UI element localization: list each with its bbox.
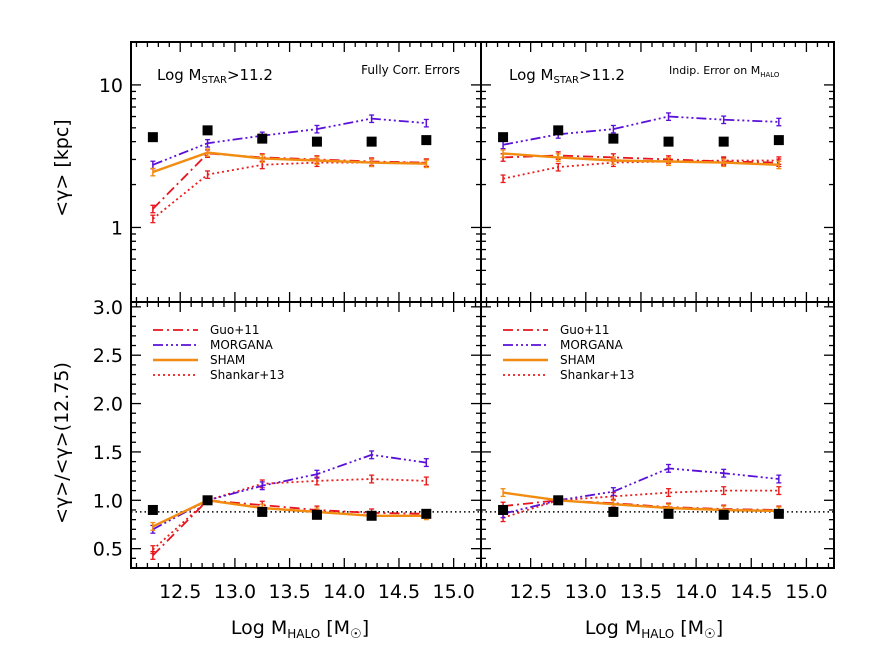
series-line-guo — [503, 499, 779, 511]
data-point-square — [147, 504, 158, 515]
data-point-square — [311, 509, 322, 520]
panel-frame — [480, 301, 835, 569]
data-point-square — [718, 509, 729, 520]
series-line-guo — [152, 499, 427, 557]
y-tick-label: 2.5 — [93, 345, 123, 367]
data-point-square — [553, 495, 564, 506]
data-point-square — [257, 133, 268, 144]
y-tick-label: 2.0 — [93, 394, 123, 416]
series-line-sham — [152, 499, 427, 528]
x-tick-label: 15.0 — [433, 581, 475, 603]
legend-label-shankar: Shankar+13 — [560, 368, 635, 382]
legend-label-sham: SHAM — [210, 353, 245, 367]
series-line-sham — [502, 491, 779, 513]
legend-label-sham: SHAM — [560, 353, 595, 367]
panel-bottom-left: 12.5 13.0 13.5 14.0 14.5 15.0 3.0 2.5 2.0 1.5 1.0 0… — [93, 297, 482, 603]
data-point-square — [257, 506, 268, 517]
data-point-square — [663, 136, 674, 147]
legend-label-guo: Guo+11 — [560, 323, 610, 337]
data-point-square — [498, 504, 509, 515]
data-point-square — [773, 135, 784, 146]
series-line-shankar — [502, 159, 779, 180]
data-point-square — [718, 136, 729, 147]
data-point-square — [147, 132, 158, 143]
x-tick-label: 13.5 — [268, 581, 310, 603]
x-tick-label: 13.0 — [214, 581, 256, 603]
x-tick-label: 14.0 — [675, 581, 717, 603]
series-line-morgana — [152, 117, 427, 166]
x-tick-label: 13.5 — [620, 581, 662, 603]
y-tick-label: 10 — [99, 75, 123, 97]
x-tick-label: 14.0 — [323, 581, 365, 603]
panel-frame — [130, 301, 482, 569]
series-line-shankar — [152, 478, 427, 551]
y-tick-label: 1.0 — [93, 490, 123, 512]
panel-bottom-right: 12.5 13.0 13.5 14.0 14.5 15.0 Guo+11MORGANASHA… — [480, 301, 835, 603]
legend-label-guo: Guo+11 — [210, 323, 260, 337]
data-point-square — [202, 495, 213, 506]
x-tick-label: 14.5 — [730, 581, 772, 603]
data-point-square — [366, 510, 377, 521]
data-point-square — [553, 125, 564, 136]
series-line-guo — [152, 152, 427, 210]
data-point-square — [773, 508, 784, 519]
bottom-ylabel: <γ>/<γ>(12.75) — [51, 362, 73, 524]
series-line-sham — [503, 152, 779, 166]
data-point-square — [608, 133, 619, 144]
top-right-cut-label: Log MSTAR>11.2 — [509, 66, 625, 86]
data-point-square — [202, 125, 213, 136]
y-tick-label: 1.5 — [93, 442, 123, 464]
x-tick-label: 15.0 — [785, 581, 827, 603]
xlabel-right: Log MHALO [M☉] — [585, 617, 723, 642]
top-right-note: Indip. Error on MHALO — [669, 64, 780, 79]
xlabel-left: Log MHALO [M☉] — [231, 617, 369, 642]
top-ylabel: <γ> [kpc] — [51, 119, 73, 216]
series-line-sham — [152, 151, 427, 174]
top-left-note: Fully Corr. Errors — [361, 63, 460, 77]
data-point-square — [421, 135, 432, 146]
series-line-shankar — [152, 161, 427, 220]
data-point-square — [608, 506, 619, 517]
panel-top-right — [480, 41, 835, 303]
series-line-morgana — [502, 467, 779, 515]
top-left-cut-label: Log MSTAR>11.2 — [157, 66, 273, 86]
data-point-square — [366, 136, 377, 147]
y-tick-label: 1 — [111, 217, 123, 239]
data-point-square — [663, 508, 674, 519]
series-line-morgana — [152, 453, 427, 531]
y-tick-label: 0.5 — [93, 539, 123, 561]
x-tick-label: 14.5 — [378, 581, 420, 603]
data-point-square — [311, 136, 322, 147]
data-point-square — [498, 132, 509, 143]
series-line-morgana — [502, 115, 779, 146]
series-line-shankar — [502, 489, 779, 519]
x-tick-label: 12.5 — [159, 581, 201, 603]
x-tick-label: 12.5 — [509, 581, 551, 603]
legend-label-morgana: MORGANA — [210, 338, 274, 352]
x-tick-label: 13.0 — [565, 581, 607, 603]
data-point-square — [421, 508, 432, 519]
legend-label-morgana: MORGANA — [560, 338, 624, 352]
y-tick-label: 3.0 — [93, 297, 123, 319]
panel-top-left: 10 1 — [99, 41, 482, 303]
legend-label-shankar: Shankar+13 — [210, 368, 285, 382]
